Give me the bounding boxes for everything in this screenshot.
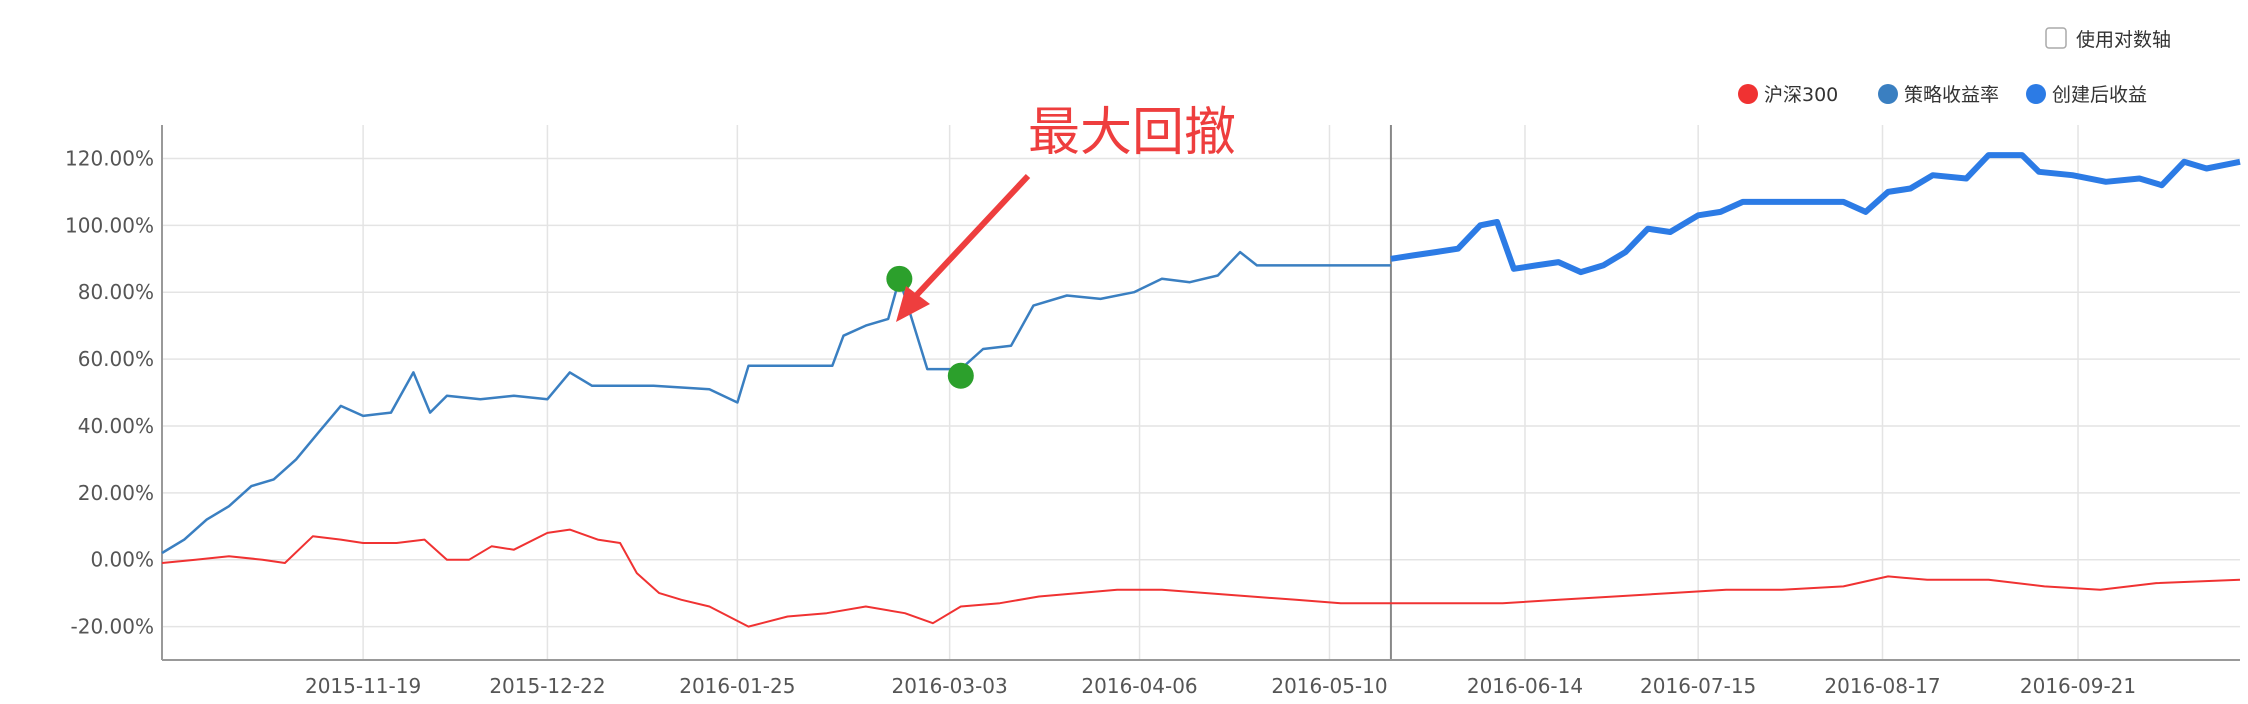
x-tick-label: 2016-04-06 [1081, 674, 1197, 698]
legend-marker-3 [2026, 84, 2046, 104]
annotation-label: 最大回撤 [1028, 103, 1236, 163]
y-tick-label: 40.00% [78, 414, 154, 438]
y-tick-label: 100.00% [65, 213, 154, 237]
series-line-2 [161, 250, 1391, 555]
x-tick-label: 2016-05-10 [1271, 674, 1387, 698]
x-tick-label: 2015-12-22 [489, 674, 605, 698]
y-tick-label: 60.00% [78, 347, 154, 371]
legend-marker-2 [1878, 84, 1898, 104]
y-tick-label: 20.00% [78, 481, 154, 505]
drawdown-marker-2 [947, 362, 974, 389]
series-lines [161, 152, 2241, 628]
x-tick-label: 2016-08-17 [1824, 674, 1940, 698]
y-tick-label: -20.00% [71, 615, 154, 639]
y-axis: 120.00% 100.00% 80.00% 60.00% 40.00% 20.00% 0.… [65, 125, 163, 660]
y-tick-label: 0.00% [90, 548, 154, 572]
drawdown-marker-1 [886, 265, 913, 292]
legend-label-1: 沪深300 [1764, 84, 1838, 106]
x-tick-label: 2016-09-21 [2020, 674, 2136, 698]
series-line-1 [161, 528, 2241, 628]
series-line-3 [1390, 152, 2241, 276]
y-tick-label: 80.00% [78, 280, 154, 304]
legend: 沪深300 策略收益率 创建后收益 [1738, 84, 2147, 106]
y-tick-label: 120.00% [65, 146, 154, 170]
x-tick-label: 2016-03-03 [892, 674, 1008, 698]
x-tick-label: 2016-01-25 [679, 674, 795, 698]
legend-label-2: 策略收益率 [1904, 84, 1999, 106]
grid [162, 125, 2240, 660]
x-tick-label: 2016-07-15 [1640, 674, 1756, 698]
x-tick-label: 2015-11-19 [305, 674, 421, 698]
log-axis-label: 使用对数轴 [2076, 29, 2171, 51]
legend-label-3: 创建后收益 [2052, 84, 2147, 106]
log-axis-toggle[interactable]: 使用对数轴 [2045, 27, 2171, 51]
x-tick-label: 2016-06-14 [1467, 674, 1583, 698]
annotation-arrow [896, 173, 1031, 322]
legend-marker-1 [1738, 84, 1758, 104]
log-axis-checkbox[interactable] [2045, 27, 2067, 49]
x-axis: 2015-11-19 2015-12-22 2016-01-25 2016-03-03… [162, 659, 2240, 698]
drawdown-markers [886, 265, 974, 389]
